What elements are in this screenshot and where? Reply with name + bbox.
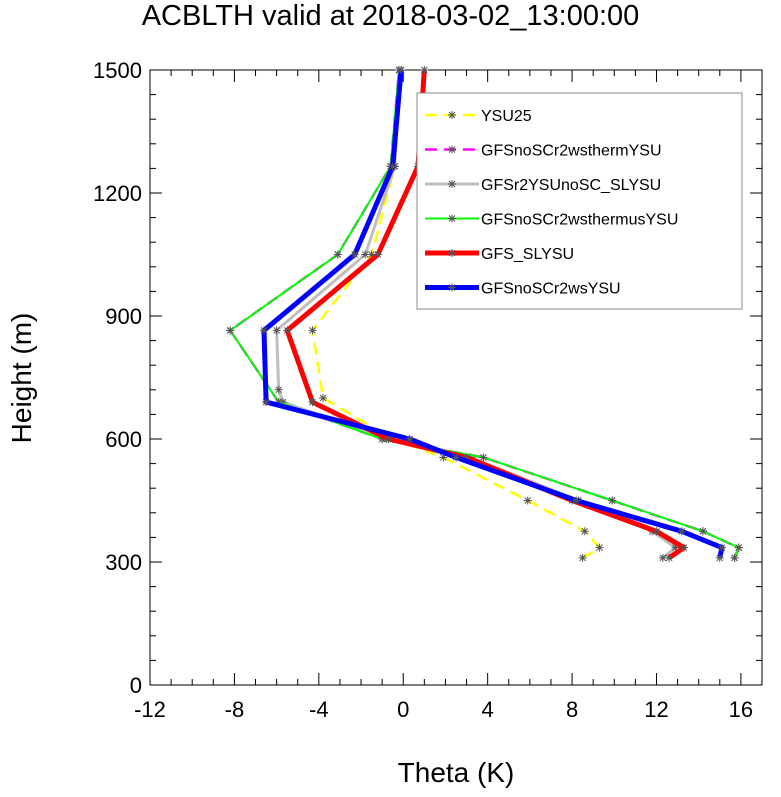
legend-box: [416, 92, 743, 310]
legend: YSU25 GFSnoSCr2wsthermYSU GFSr2YSUnoSC_SLY…: [416, 92, 743, 310]
data-point-marker: [384, 435, 393, 443]
x-tick-label: -12: [134, 697, 166, 722]
data-point-marker: [361, 250, 370, 259]
legend-label: GFSr2YSUnoSC_SLYSU: [481, 177, 661, 194]
y-tick-label: 0: [130, 673, 142, 698]
data-point-marker: [652, 527, 661, 536]
legend-marker: [448, 111, 456, 119]
data-point-marker: [715, 553, 724, 562]
x-tick-label: -8: [225, 697, 245, 722]
data-point-marker: [734, 543, 743, 552]
data-point-marker: [262, 398, 271, 407]
data-point-marker: [308, 326, 317, 335]
y-tick-label: 600: [105, 427, 142, 452]
data-point-marker: [658, 553, 667, 562]
data-point-marker: [283, 326, 292, 335]
data-point-marker: [671, 543, 680, 552]
data-point-marker: [452, 453, 460, 462]
data-point-marker: [572, 496, 581, 505]
legend-label: GFSnoSCr2wsthermYSU: [481, 143, 662, 160]
legend-label: YSU25: [481, 108, 532, 125]
legend-marker: [448, 249, 456, 257]
data-point-marker: [274, 398, 283, 407]
data-point-marker: [226, 326, 235, 335]
data-point-marker: [665, 553, 674, 562]
y-tick-label: 1500: [93, 58, 142, 83]
legend-label: GFS_SLYSU: [481, 246, 574, 263]
x-tick-label: -4: [309, 697, 329, 722]
data-point-marker: [479, 453, 488, 462]
x-tick-label: 0: [397, 697, 409, 722]
chart-title: ACBLTH valid at 2018-03-02_13:00:00: [141, 0, 640, 32]
data-point-marker: [274, 385, 283, 394]
series-4: [283, 66, 688, 562]
legend-marker: [448, 283, 456, 292]
legend-marker: [448, 180, 456, 188]
data-point-marker: [730, 553, 739, 562]
y-tick-label: 900: [105, 304, 142, 329]
data-point-marker: [259, 326, 268, 335]
x-tick-label: 16: [729, 697, 753, 722]
data-point-marker: [272, 326, 281, 335]
data-point-marker: [388, 162, 397, 171]
data-point-marker: [523, 496, 532, 505]
data-point-marker: [373, 250, 382, 259]
data-point-marker: [608, 496, 617, 505]
data-point-marker: [350, 250, 359, 259]
plot-frame: [149, 69, 763, 686]
data-point-marker: [439, 453, 448, 462]
series-lines: [226, 66, 743, 562]
data-point-marker: [397, 66, 406, 74]
data-point-marker: [367, 250, 376, 259]
data-point-marker: [462, 453, 471, 462]
x-tick-label: 12: [644, 697, 668, 722]
data-point-marker: [378, 435, 387, 443]
data-point-marker: [580, 527, 589, 536]
legend-label: GFSnoSCr2wsthermusYSU: [481, 212, 678, 229]
legend-marker: [448, 214, 456, 223]
data-point-marker: [319, 394, 328, 402]
data-point-marker: [717, 543, 726, 552]
legend-label: GFSnoSCr2wsYSU: [481, 281, 621, 298]
data-point-marker: [308, 398, 317, 407]
y-tick-label: 1200: [93, 181, 142, 206]
x-tick-label: 4: [482, 697, 494, 722]
data-point-marker: [278, 398, 287, 407]
x-tick-label: 8: [566, 697, 578, 722]
data-point-marker: [578, 553, 587, 562]
data-point-marker: [679, 543, 688, 552]
data-point-marker: [405, 435, 414, 443]
series-5: [259, 66, 726, 562]
data-point-marker: [333, 250, 342, 259]
legend-marker: [448, 145, 456, 154]
data-point-marker: [595, 543, 604, 552]
x-axis-label: Theta (K): [397, 757, 515, 788]
axis-ticks: -12 -8 -4 0 4 8 12 16 0 300 600 900 1200 1500: [93, 58, 763, 722]
data-point-marker: [420, 66, 429, 74]
data-point-marker: [677, 527, 686, 536]
data-point-marker: [698, 527, 707, 536]
y-tick-label: 300: [105, 550, 142, 575]
